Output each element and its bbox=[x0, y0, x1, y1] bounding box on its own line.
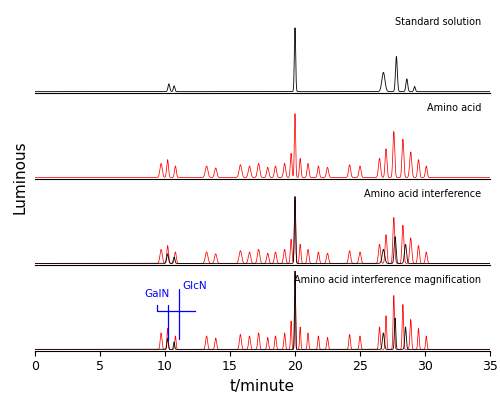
Text: Amino acid interference magnification: Amino acid interference magnification bbox=[294, 275, 481, 285]
Text: GalN: GalN bbox=[144, 289, 170, 340]
Text: Amino acid: Amino acid bbox=[426, 103, 481, 113]
X-axis label: t/minute: t/minute bbox=[230, 379, 295, 394]
Text: Amino acid interference: Amino acid interference bbox=[364, 190, 481, 199]
Text: GlcN: GlcN bbox=[180, 281, 207, 339]
Text: Luminous: Luminous bbox=[12, 141, 28, 214]
Text: Standard solution: Standard solution bbox=[394, 17, 481, 28]
